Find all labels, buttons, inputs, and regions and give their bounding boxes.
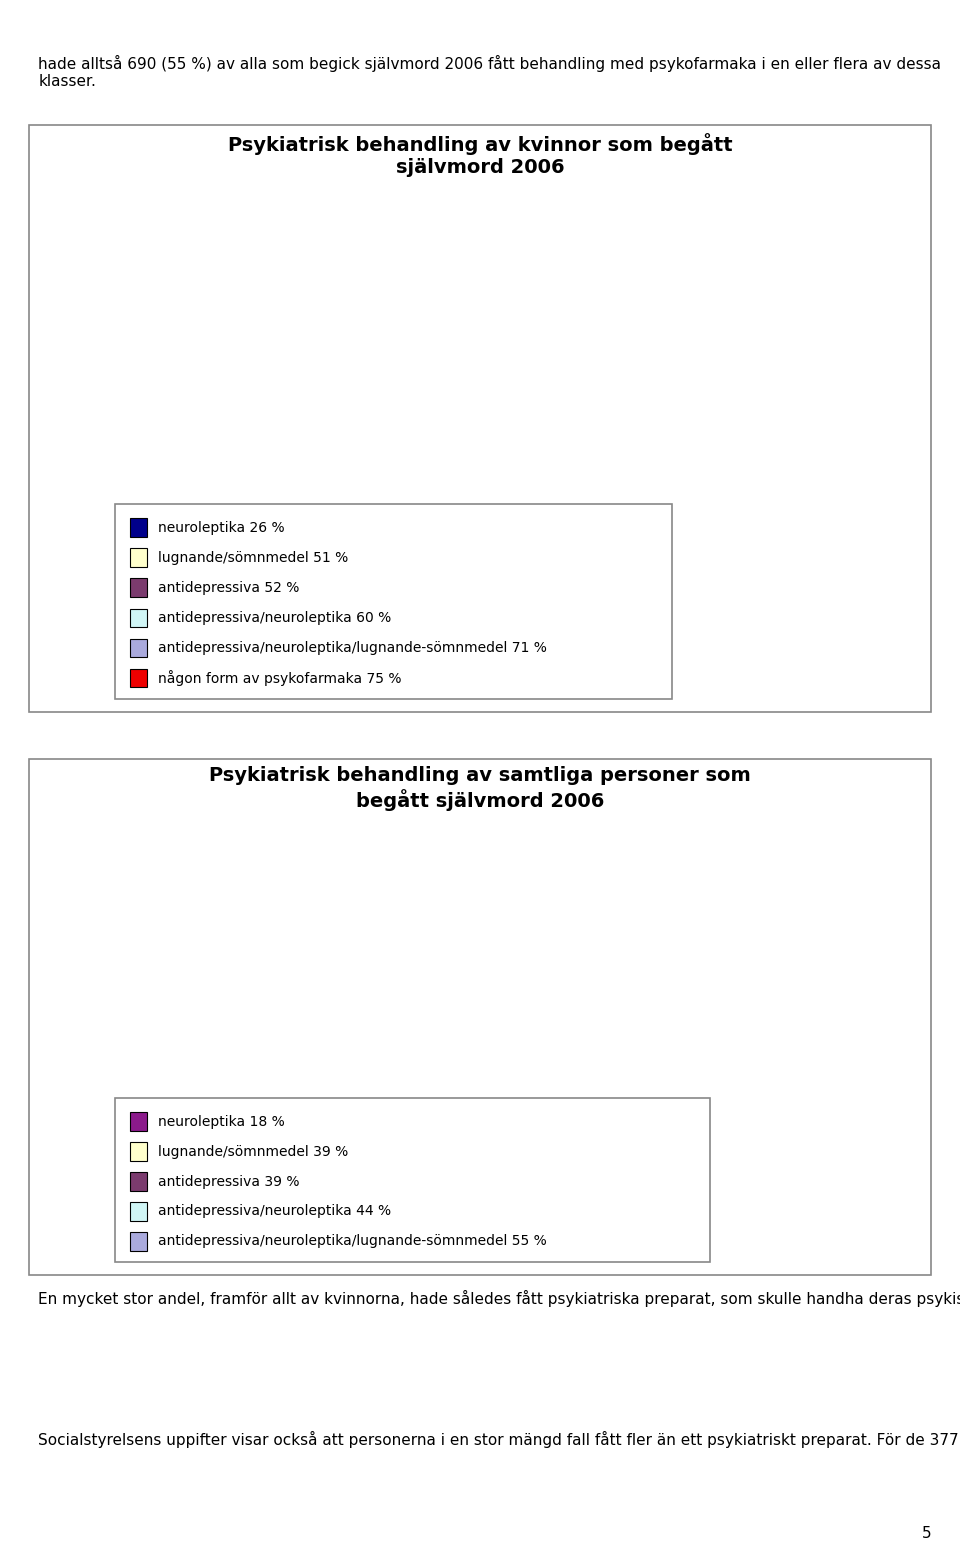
Text: 44%: 44% (443, 927, 476, 942)
Bar (77, 194, 289, 225)
Text: antidepressiva/neuroleptika 60 %: antidepressiva/neuroleptika 60 % (158, 612, 392, 626)
Text: antidepressiva 52 %: antidepressiva 52 % (158, 580, 300, 594)
Bar (77, 280, 501, 311)
Text: antidepressiva/neuroleptika/lugnande-sömnmedel 71 %: antidepressiva/neuroleptika/lugnande-söm… (158, 641, 547, 655)
Bar (77, 366, 657, 397)
Text: neuroleptika 18 %: neuroleptika 18 % (158, 1115, 285, 1129)
Text: 75%: 75% (695, 418, 729, 432)
Text: antidepressiva/neuroleptika 44 %: antidepressiva/neuroleptika 44 % (158, 1204, 392, 1218)
Text: neuroleptika 26 %: neuroleptika 26 % (158, 521, 285, 535)
Text: lugnande/sömnmedel 51 %: lugnande/sömnmedel 51 % (158, 551, 348, 565)
Text: hade alltså 690 (55 %) av alla som begick självmord 2006 fått behandling med psy: hade alltså 690 (55 %) av alla som begic… (38, 55, 942, 89)
X-axis label: Andel personer (av 1255) som fått olika typer av psykofarmaka inom 180 dagar: Andel personer (av 1255) som fått olika … (142, 1024, 828, 1042)
Text: 60%: 60% (573, 332, 606, 346)
Bar (77, 959, 526, 988)
Text: Socialstyrelsens uppifter visar också att personerna i en stor mängd fall fått f: Socialstyrelsens uppifter visar också at… (38, 1431, 960, 1448)
X-axis label: Andel kvinnor (av 377) som fått olika typer av psykofarmaka: Andel kvinnor (av 377) som fått olika ty… (224, 477, 746, 494)
Text: 52%: 52% (508, 288, 541, 302)
Text: 39%: 39% (401, 888, 435, 902)
Bar (77, 322, 566, 353)
Bar (77, 881, 396, 909)
Text: 26%: 26% (296, 202, 329, 216)
Bar (77, 920, 436, 948)
Text: En mycket stor andel, framför allt av kvinnorna, hade således fått psykiatriska : En mycket stor andel, framför allt av kv… (38, 1290, 960, 1308)
Text: 5: 5 (922, 1525, 931, 1541)
Text: någon form av psykofarmaka 75 %: någon form av psykofarmaka 75 % (158, 669, 402, 687)
Text: Psykiatrisk behandling av kvinnor som begått
självmord 2006: Psykiatrisk behandling av kvinnor som be… (228, 133, 732, 177)
Text: Psykiatrisk behandling av samtliga personer som
begått självmord 2006: Psykiatrisk behandling av samtliga perso… (209, 766, 751, 812)
Bar (77, 804, 224, 832)
Text: 55%: 55% (532, 967, 565, 981)
Bar (77, 408, 688, 439)
Bar (77, 841, 396, 870)
Text: 71%: 71% (662, 374, 696, 388)
Text: antidepressiva 39 %: antidepressiva 39 % (158, 1175, 300, 1189)
Text: 39%: 39% (401, 849, 435, 863)
Text: lugnande/sömnmedel 39 %: lugnande/sömnmedel 39 % (158, 1145, 348, 1159)
Text: 51%: 51% (499, 246, 533, 260)
Text: antidepressiva/neuroleptika/lugnande-sömnmedel 55 %: antidepressiva/neuroleptika/lugnande-söm… (158, 1234, 547, 1248)
Bar (77, 236, 493, 267)
Text: 18%: 18% (230, 810, 264, 824)
